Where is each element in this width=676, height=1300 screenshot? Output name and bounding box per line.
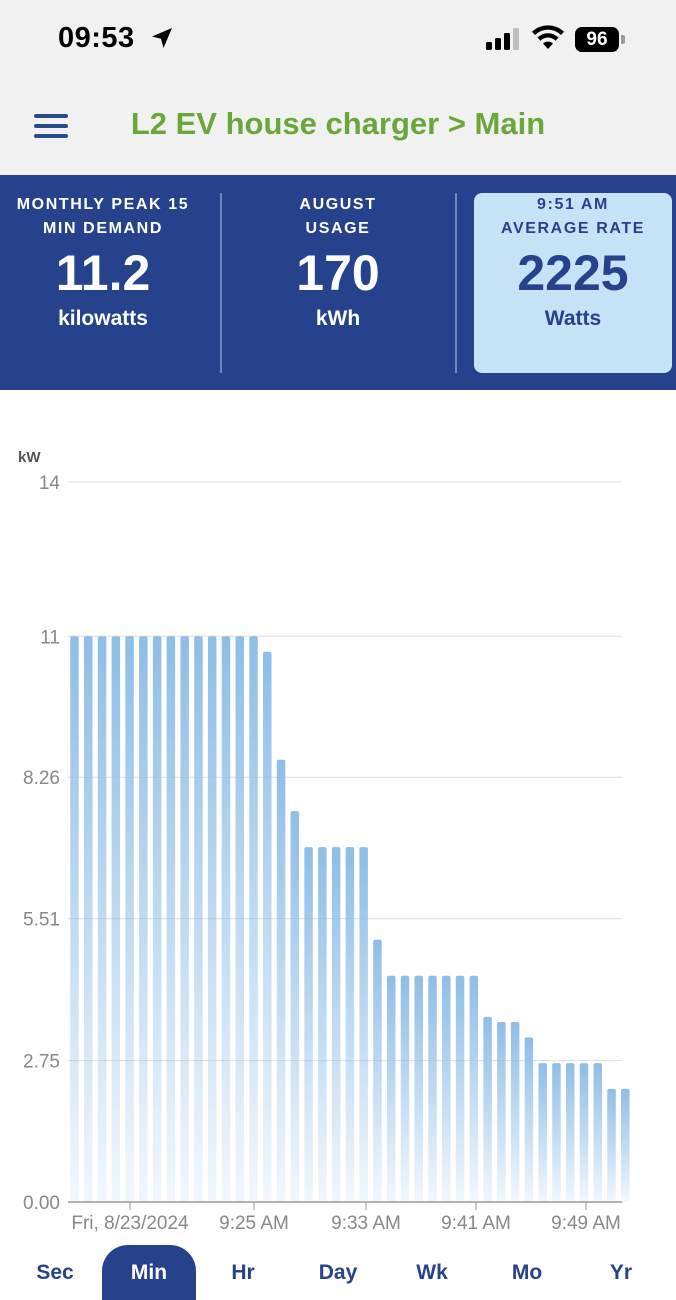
chart-bar xyxy=(331,847,341,1202)
tab-yr[interactable]: Yr xyxy=(609,1261,633,1284)
y-tick-label: 11 xyxy=(40,627,60,648)
stat-divider xyxy=(455,193,457,373)
chart-bar xyxy=(111,636,121,1202)
cellular-signal-icon xyxy=(486,28,519,50)
chart-bar xyxy=(414,975,423,1202)
chart-bar xyxy=(373,939,382,1202)
chart-bar xyxy=(304,847,313,1202)
stat-unit: kilowatts xyxy=(58,307,148,330)
status-bar: 09:53 96 xyxy=(0,0,676,80)
chart-bar xyxy=(194,636,203,1202)
x-tick-label: 9:41 AM xyxy=(441,1213,511,1234)
battery-tip xyxy=(621,35,625,44)
chart-bar xyxy=(249,636,258,1202)
chart-bar xyxy=(290,811,300,1202)
tab-day[interactable]: Day xyxy=(318,1261,358,1284)
status-time: 09:53 xyxy=(58,22,135,54)
chart-bar xyxy=(455,975,465,1202)
y-tick-label: 5.51 xyxy=(23,910,60,931)
x-tick-label: 9:25 AM xyxy=(219,1213,289,1234)
chart-bar xyxy=(386,975,396,1202)
stat-label: MONTHLY PEAK 15 MIN DEMAND xyxy=(16,196,190,237)
y-tick-label: 8.26 xyxy=(23,768,60,789)
chart-bar xyxy=(84,636,93,1202)
chart-bar xyxy=(276,759,286,1202)
tab-wk[interactable]: Wk xyxy=(416,1261,448,1284)
chart-bar xyxy=(428,975,437,1202)
chart-bar xyxy=(125,636,134,1202)
chart-bar xyxy=(510,1022,520,1202)
location-arrow-icon xyxy=(152,28,172,48)
x-tick-label: 9:33 AM xyxy=(331,1213,401,1234)
page-title: L2 EV house charger > Main xyxy=(130,106,546,141)
chart-bar xyxy=(593,1063,603,1202)
x-tick-label: Fri, 8/23/2024 xyxy=(71,1213,189,1234)
chart-bar xyxy=(621,1088,630,1202)
tab-mo[interactable]: Mo xyxy=(511,1261,543,1284)
tab-hr[interactable]: Hr xyxy=(231,1261,255,1284)
chart-bar xyxy=(345,847,355,1202)
chart-bar xyxy=(221,636,231,1202)
chart-bar xyxy=(565,1063,575,1202)
stat-label: 9:51 AM AVERAGE RATE xyxy=(501,196,645,237)
y-axis-unit-label: kW xyxy=(18,449,41,466)
power-bar-chart: kW 0.00 2.75 5.51 8.26 11 14 Fri, 8/23/2024 9:… xyxy=(18,449,630,1234)
time-range-tabs: Sec Min Hr Day Wk Mo Yr xyxy=(0,1245,676,1300)
y-tick-label: 14 xyxy=(39,473,61,494)
chart-bar xyxy=(483,1016,492,1202)
x-tick-label: 9:49 AM xyxy=(551,1213,621,1234)
chart-bar xyxy=(318,847,327,1202)
chart-bar xyxy=(359,847,368,1202)
chart-bar xyxy=(263,651,272,1202)
chart-bar xyxy=(97,636,107,1202)
chart-bar xyxy=(70,636,79,1202)
app-header: L2 EV house charger > Main xyxy=(0,80,676,175)
chart-bar xyxy=(166,636,176,1202)
stat-unit: Watts xyxy=(544,307,602,330)
chart-bar xyxy=(579,1063,589,1202)
wifi-icon xyxy=(532,25,564,49)
chart-bar xyxy=(607,1088,616,1202)
stat-label: AUGUST USAGE xyxy=(299,196,377,237)
battery-indicator: 96 xyxy=(575,27,619,52)
tab-sec[interactable]: Sec xyxy=(36,1261,74,1284)
chart-bar xyxy=(524,1037,534,1202)
chart-bar xyxy=(400,975,410,1202)
stat-value: 11.2 xyxy=(55,245,151,301)
tab-min[interactable]: Min xyxy=(102,1245,196,1300)
chart-bar xyxy=(497,1022,506,1202)
chart-bar xyxy=(552,1063,561,1202)
stats-panel: MONTHLY PEAK 15 MIN DEMAND 11.2 kilowatt… xyxy=(0,175,676,390)
monthly-peak-demand-card: MONTHLY PEAK 15 MIN DEMAND 11.2 kilowatt… xyxy=(0,193,206,373)
chart-bar xyxy=(139,636,148,1202)
chart-bar xyxy=(207,636,217,1202)
monthly-usage-card: AUGUST USAGE 170 kWh xyxy=(236,193,440,373)
chart-bar xyxy=(152,636,162,1202)
average-rate-card: 9:51 AM AVERAGE RATE 2225 Watts xyxy=(474,193,672,373)
chart-bar xyxy=(538,1063,547,1202)
chart-bar xyxy=(442,975,451,1202)
y-tick-label: 2.75 xyxy=(23,1052,60,1073)
y-tick-label: 0.00 xyxy=(23,1193,60,1214)
stat-value: 170 xyxy=(296,245,380,301)
chart-bar xyxy=(469,975,479,1202)
chart-bar xyxy=(235,636,244,1202)
stat-value: 2225 xyxy=(517,245,629,301)
chart-bar xyxy=(180,636,189,1202)
hamburger-menu-icon[interactable] xyxy=(34,114,68,138)
stat-divider xyxy=(220,193,222,373)
stat-unit: kWh xyxy=(315,307,361,330)
